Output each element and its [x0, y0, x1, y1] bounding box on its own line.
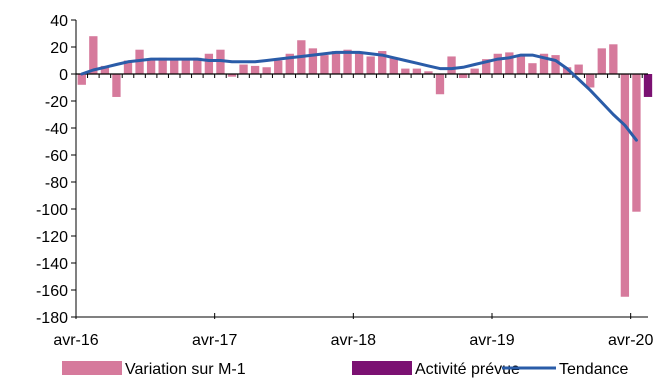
legend: Variation sur M-1 Activité prévue Tendance — [62, 361, 628, 378]
bar-variation — [516, 56, 526, 74]
bar-variation — [609, 44, 618, 74]
y-tick-label: -20 — [45, 94, 68, 111]
legend-swatch — [352, 361, 412, 375]
x-tick-label: avr-20 — [608, 332, 653, 349]
y-tick-label: -80 — [45, 175, 68, 192]
legend-label: Tendance — [559, 361, 628, 378]
bar-variation — [308, 48, 318, 74]
legend-item-variation: Variation sur M-1 — [62, 361, 246, 378]
bar-variation — [424, 71, 433, 74]
bar-variation — [123, 60, 133, 74]
bar-variation — [574, 64, 583, 74]
y-tick-label: -140 — [36, 256, 68, 273]
legend-item-activite-prevue: Activité prévue — [352, 361, 520, 378]
bar-variation — [435, 74, 445, 95]
bar-variation — [77, 74, 86, 85]
y-tick-label: -60 — [45, 148, 68, 165]
x-axis-ticks: avr-16 avr-17 avr-18 avr-19 avr-20 — [53, 313, 653, 349]
x-tick-label: avr-19 — [469, 332, 514, 349]
bar-variation — [632, 74, 641, 212]
bar-variation — [250, 65, 260, 74]
bar-variation — [493, 53, 502, 74]
y-tick-label: -180 — [36, 310, 68, 327]
axes — [75, 20, 648, 318]
bar-variation — [528, 63, 537, 74]
bar-variation — [285, 53, 294, 74]
y-tick-label: 20 — [50, 40, 68, 57]
bar-variation — [470, 68, 479, 74]
y-tick-label: -40 — [45, 121, 68, 138]
bar-variation — [227, 74, 237, 77]
bar-variation — [112, 74, 121, 97]
bars — [77, 36, 653, 297]
bar-variation — [274, 60, 283, 74]
legend-swatch — [62, 361, 122, 375]
bar-variation — [412, 68, 422, 74]
bar-variation — [193, 57, 202, 74]
bar-variation — [551, 55, 560, 74]
lines — [80, 50, 638, 142]
bar-variation — [586, 74, 595, 88]
bar-variation — [389, 57, 398, 74]
bar-variation — [239, 64, 248, 74]
bar-variation — [482, 59, 491, 74]
y-tick-label: -120 — [36, 229, 68, 246]
bar-activite-prevue — [643, 74, 653, 97]
bar-variation — [343, 49, 352, 74]
legend-label: Activité prévue — [415, 361, 520, 378]
bar-variation — [181, 60, 190, 74]
bar-variation — [100, 65, 110, 74]
bar-variation — [354, 52, 364, 74]
bar-variation — [447, 56, 456, 74]
x-tick-label: avr-16 — [53, 332, 98, 349]
x-tick-label: avr-18 — [331, 332, 376, 349]
bar-variation — [170, 59, 179, 74]
y-tick-label: 40 — [50, 13, 68, 30]
y-tick-label: -160 — [36, 283, 68, 300]
bar-variation — [401, 68, 410, 74]
bar-variation — [320, 55, 329, 74]
y-tick-label: 0 — [59, 67, 68, 84]
bar-variation — [458, 74, 468, 79]
bar-variation — [505, 52, 514, 74]
bar-variation — [262, 67, 271, 74]
bar-variation — [204, 53, 214, 74]
y-tick-label: -100 — [36, 202, 68, 219]
bar-variation — [378, 51, 387, 74]
bar-variation — [146, 60, 156, 74]
bar-variation — [539, 53, 549, 74]
y-axis-ticks: 40 20 0 -20 -40 -60 -80 -100 -120 -140 -160 -180 — [36, 13, 76, 327]
x-tick-label: avr-17 — [192, 332, 237, 349]
bar-variation — [89, 36, 98, 74]
legend-label: Variation sur M-1 — [125, 361, 246, 378]
line-tendance — [80, 50, 638, 142]
bar-variation — [366, 56, 375, 74]
bar-variation — [597, 48, 606, 74]
bar-variation — [331, 51, 341, 74]
bar-variation — [620, 74, 630, 297]
bar-variation — [158, 57, 167, 74]
legend-item-tendance: Tendance — [502, 361, 628, 378]
